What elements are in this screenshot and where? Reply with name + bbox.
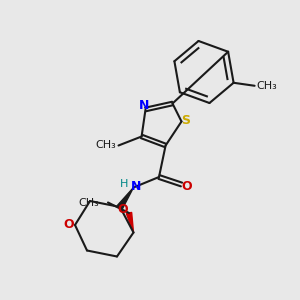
Polygon shape — [118, 188, 134, 209]
Text: O: O — [182, 179, 192, 193]
Text: S: S — [182, 113, 190, 127]
Text: O: O — [117, 203, 128, 216]
Text: H: H — [120, 179, 128, 189]
Text: N: N — [139, 99, 149, 112]
Polygon shape — [126, 212, 134, 232]
Text: N: N — [131, 179, 141, 193]
Text: O: O — [64, 218, 74, 232]
Text: CH₃: CH₃ — [95, 140, 116, 151]
Text: CH₃: CH₃ — [79, 197, 100, 208]
Text: CH₃: CH₃ — [256, 81, 277, 91]
